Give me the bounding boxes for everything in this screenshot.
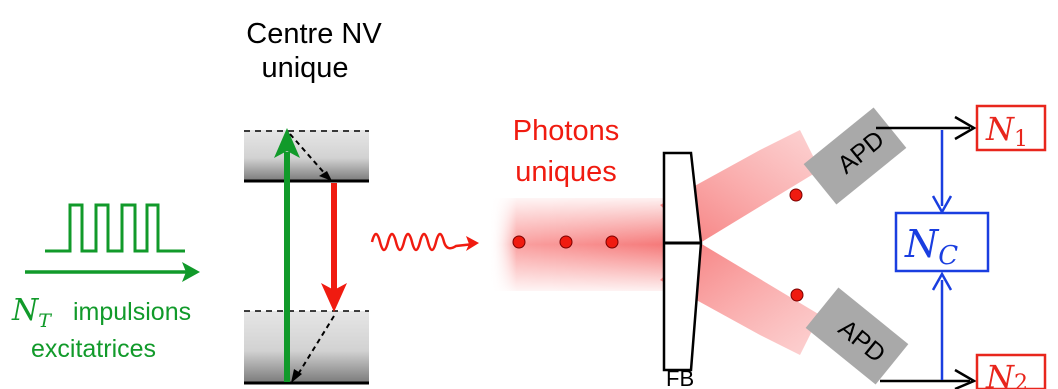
beam-arm-top xyxy=(660,130,820,243)
counter-n2: N2 xyxy=(975,353,1047,389)
signal-bottom xyxy=(880,368,977,389)
detector-bottom: APD xyxy=(805,287,909,385)
title-line2: unique xyxy=(261,52,348,84)
photon-dots xyxy=(512,188,804,302)
photons-line1: Photons xyxy=(513,115,619,147)
counter-n1-symbol: N xyxy=(985,110,1015,148)
counter-n2-symbol: N xyxy=(985,358,1015,389)
pulses-label2: excitatrices xyxy=(31,335,156,363)
beamsplitter xyxy=(662,151,703,372)
energy-level-diagram xyxy=(244,128,369,385)
pulses-symbol: NT xyxy=(11,293,52,332)
photon-dot xyxy=(605,235,619,249)
photon-dot xyxy=(789,188,803,202)
ground-band xyxy=(244,311,369,383)
photon-dot xyxy=(559,235,573,249)
title-line1: Centre NV xyxy=(246,18,382,50)
photon-dot xyxy=(790,288,804,302)
relaxation-arrow-top xyxy=(289,133,327,176)
detector-top: APD xyxy=(803,107,907,205)
photons-line2: uniques xyxy=(515,156,617,188)
coincidence-sub: C xyxy=(938,241,958,271)
emitted-photon-wave xyxy=(370,232,479,252)
pulse-train xyxy=(45,203,185,253)
excitation-arrow xyxy=(25,262,200,282)
coincidence-lines xyxy=(931,130,953,380)
relaxation-arrow-bottom xyxy=(296,315,335,377)
counter-n1: N1 xyxy=(975,104,1047,152)
coincidence-symbol: N xyxy=(904,222,940,266)
coincidence-counter: NC xyxy=(894,211,990,273)
svg-text:N1: N1 xyxy=(985,110,1028,152)
svg-text:N2: N2 xyxy=(985,358,1028,389)
pulses-symbol-sub: T xyxy=(38,310,52,332)
excited-band xyxy=(244,130,369,181)
counter-n1-sub: 1 xyxy=(1014,127,1028,152)
pulses-label: impulsions xyxy=(73,298,191,326)
svg-text:NC: NC xyxy=(904,222,958,271)
beamsplitter-label: FB xyxy=(666,366,694,389)
photon-dot xyxy=(512,235,526,249)
signal-top xyxy=(876,115,977,141)
counter-n2-sub: 2 xyxy=(1014,371,1028,389)
